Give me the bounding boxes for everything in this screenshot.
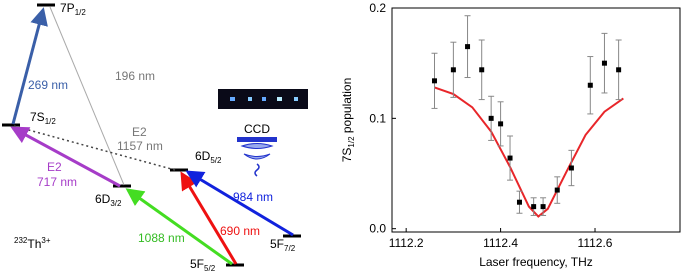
mass: 232 [14, 236, 28, 245]
ion-label: 232Th3+ [14, 236, 51, 251]
ion-spot [262, 97, 266, 101]
wavelength-label: 269 nm [28, 78, 68, 92]
data-point [465, 44, 471, 50]
data-point [587, 82, 593, 88]
data-point [616, 67, 622, 73]
data-point [554, 187, 560, 193]
data-point [531, 204, 537, 210]
level-name: 7P [60, 1, 75, 15]
level-sub: 5/2 [210, 156, 222, 165]
data-point [516, 199, 522, 205]
ylabel-sub: 1/2 [347, 136, 356, 148]
level-sub: 7/2 [284, 244, 296, 253]
level-diagram: 7P1/2 7S1/2 6D3/2 6D5/2 5F5/2 5F7/2 269 … [2, 1, 308, 273]
data-point [601, 60, 607, 66]
e2-label: E2 [132, 125, 147, 139]
plot-frame [391, 7, 681, 233]
transition-984 [185, 170, 294, 237]
data-point [431, 78, 437, 84]
level-label: 7S1/2 [30, 110, 56, 126]
transition-717 [10, 126, 121, 188]
ccd-label: CCD [244, 122, 270, 136]
level-sub: 1/2 [75, 8, 87, 17]
e2-label: E2 [47, 160, 62, 174]
y-tick-label: 0.1 [369, 111, 386, 125]
transition-196 [49, 6, 125, 186]
level-sub: 3/2 [110, 199, 122, 208]
level-sub: 1/2 [45, 117, 57, 126]
fit-curve [434, 86, 624, 218]
photon [254, 163, 260, 177]
wavelength-label: 690 nm [220, 224, 260, 238]
charge: 3+ [41, 236, 50, 245]
transition-269 [11, 7, 48, 125]
wavelength-label: 984 nm [233, 190, 273, 204]
data-point [488, 115, 494, 121]
x-tick-label: 1112.6 [578, 236, 613, 250]
data-point [498, 121, 504, 127]
ion-spot [230, 97, 235, 101]
y-axis-label: 7S1/2 population [340, 78, 356, 163]
wavelength-label: 717 nm [37, 175, 77, 189]
data-point [507, 155, 513, 161]
data-point [568, 165, 574, 171]
wavelength-label: 196 nm [115, 69, 155, 83]
ion-spot [294, 97, 298, 101]
data-point [540, 204, 546, 210]
lens [240, 143, 274, 149]
level-sub: 5/2 [204, 264, 216, 273]
level-label: 5F5/2 [190, 257, 216, 273]
transition-1088 [125, 188, 233, 266]
element: Th [27, 237, 41, 251]
x-tick-label: 1112.4 [483, 236, 518, 250]
transition-690 [180, 171, 238, 265]
x-axis-label: Laser frequency, THz [479, 255, 593, 269]
wavelength-label: 1157 nm [117, 139, 163, 153]
ion-spot [248, 97, 252, 101]
ccd-sensor [237, 137, 277, 142]
level-label: 7P1/2 [60, 1, 86, 17]
level-name: 6D [195, 149, 211, 163]
level-name: 5F [270, 237, 284, 251]
level-name: 7S [30, 110, 45, 124]
data-point [479, 67, 485, 73]
ion-spot [277, 97, 282, 101]
data-point [450, 67, 456, 73]
y-tick-label: 0.2 [369, 1, 386, 15]
wavelength-label: 1088 nm [138, 231, 185, 245]
lens [243, 153, 271, 160]
ylabel-main: 7S [340, 148, 354, 163]
level-name: 5F [190, 257, 204, 271]
plot: Laser frequency, THz 7S1/2 population 11… [340, 1, 681, 269]
level-name: 6D [95, 192, 111, 206]
level-label: 5F7/2 [270, 237, 296, 253]
level-label: 6D5/2 [195, 149, 222, 165]
x-tick-label: 1112.2 [389, 236, 424, 250]
y-tick-label: 0.0 [369, 222, 386, 236]
ccd-image [218, 89, 308, 109]
level-label: 6D3/2 [95, 192, 122, 208]
ylabel-rest: population [340, 78, 354, 137]
